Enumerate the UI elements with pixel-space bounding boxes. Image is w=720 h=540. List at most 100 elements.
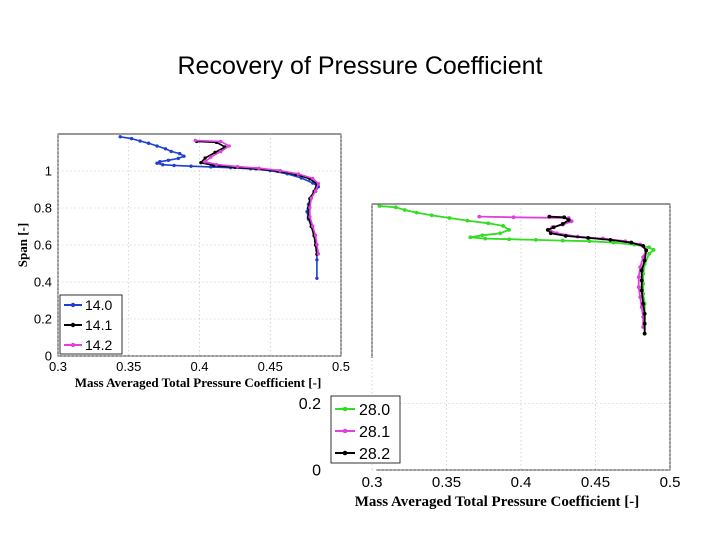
data-point-14-2 [311, 224, 315, 228]
data-point-28-0 [501, 224, 506, 228]
data-point-28-2 [642, 321, 647, 326]
data-point-28-1 [641, 255, 646, 260]
data-point-28-0 [483, 236, 488, 241]
data-point-28-1 [638, 265, 643, 270]
y-tick-label-0: 0 [312, 463, 321, 480]
x-tick-label-0-35: 0.35 [432, 474, 461, 491]
x-tick-label-0-3: 0.3 [49, 359, 67, 374]
data-point-28-2 [642, 311, 647, 316]
data-point-28-0 [534, 238, 538, 242]
data-point-28-0 [498, 231, 503, 236]
data-point-28-0 [486, 221, 491, 226]
chart-2: 0.3 0.35 0.4 0.45 0.5 0 0.2 Mass Averaged Tota… [299, 203, 681, 510]
legend-label-28-2: 28.2 [359, 446, 390, 463]
chart-1-grid [57, 134, 342, 357]
data-point-28-2 [551, 225, 556, 230]
data-point-14-0 [315, 258, 319, 262]
data-point-14-2 [278, 168, 282, 173]
data-point-28-2 [562, 215, 567, 220]
y-tick-label-0-2: 0.2 [299, 396, 321, 413]
legend-marker-14-0 [70, 302, 76, 308]
x-tick-label-0-5: 0.5 [660, 474, 681, 491]
data-point-14-0 [163, 147, 168, 151]
data-point-28-2 [639, 268, 644, 273]
data-point-14-0 [176, 156, 180, 161]
data-point-28-2 [547, 214, 552, 219]
data-point-28-1 [569, 219, 574, 224]
x-tick-label-0-4: 0.4 [511, 474, 532, 491]
data-point-28-2 [545, 228, 550, 232]
data-point-28-0 [611, 240, 616, 245]
data-point-28-2 [560, 222, 565, 226]
legend-label-28-1: 28.1 [359, 424, 390, 441]
chart-1-legend: 14.0 14.1 14.2 [59, 294, 123, 355]
chart-2-x-axis-title: Mass Averaged Total Pressure Coefficient… [355, 494, 640, 510]
data-point-28-1 [636, 275, 641, 280]
data-point-28-1 [638, 295, 643, 299]
data-point-14-0 [155, 144, 159, 148]
slide-title: Recovery of Pressure Coefficient [177, 52, 543, 80]
data-point-28-0 [465, 218, 470, 223]
data-point-28-2 [563, 234, 568, 238]
data-point-14-2 [219, 139, 223, 144]
data-point-28-2 [586, 236, 590, 240]
legend-marker-28-0 [342, 406, 348, 412]
y-tick-label-0-6: 0.6 [34, 238, 52, 253]
data-point-28-2 [566, 218, 571, 222]
data-point-14-2 [316, 252, 321, 256]
data-point-28-0 [507, 237, 511, 242]
legend-label-14-1: 14.1 [85, 317, 112, 333]
data-point-28-0 [651, 247, 656, 252]
data-point-28-2 [608, 238, 613, 242]
data-point-28-1 [477, 214, 482, 219]
data-point-28-0 [393, 205, 398, 210]
chart-1-series [118, 135, 321, 280]
y-tick-label-1: 1 [45, 164, 52, 179]
x-tick-label-0-45: 0.45 [258, 359, 283, 374]
data-point-28-2 [548, 231, 553, 236]
legend-marker-14-2 [70, 342, 76, 348]
data-point-14-1 [203, 156, 207, 160]
data-point-14-2 [193, 138, 197, 143]
data-point-14-0 [315, 276, 319, 280]
data-point-14-0 [182, 154, 186, 158]
x-tick-label-0-35: 0.35 [116, 359, 141, 374]
data-point-28-0 [447, 216, 452, 220]
data-point-28-0 [377, 204, 382, 208]
data-point-28-0 [429, 213, 434, 218]
data-point-14-0 [118, 135, 122, 139]
legend-label-14-0: 14.0 [85, 297, 112, 313]
data-point-14-2 [219, 149, 223, 154]
legend-marker-14-1 [70, 322, 76, 328]
data-point-28-0 [560, 238, 565, 243]
data-point-14-2 [311, 176, 315, 181]
series-28-2 [545, 214, 649, 336]
data-point-14-2 [316, 181, 321, 186]
y-tick-label-0: 0 [45, 349, 52, 364]
series-14-2 [193, 138, 321, 256]
chart-1: 0.3 0.35 0.4 0.45 0.5 0 0.2 0.4 0.6 0.8 1 Mass Ave… [15, 133, 350, 390]
data-point-14-0 [209, 165, 213, 169]
legend-label-28-0: 28.0 [359, 402, 390, 419]
data-point-14-2 [308, 215, 312, 219]
data-point-14-2 [313, 189, 318, 193]
data-point-28-2 [641, 243, 646, 248]
chart-2-ticks: 0.3 0.35 0.4 0.45 0.5 0 0.2 [299, 396, 681, 491]
legend-label-14-2: 14.2 [85, 337, 112, 353]
data-point-14-2 [308, 205, 312, 210]
data-point-14-0 [169, 149, 173, 154]
data-point-28-0 [414, 210, 419, 215]
data-point-28-0 [402, 208, 407, 212]
data-point-14-0 [138, 139, 142, 143]
chart-2-grid [371, 204, 671, 471]
data-point-28-0 [480, 233, 485, 238]
data-point-28-2 [639, 278, 644, 283]
data-point-28-1 [639, 305, 644, 309]
data-point-14-2 [203, 160, 207, 164]
data-point-14-2 [296, 172, 301, 176]
data-point-14-0 [166, 158, 171, 162]
data-point-14-0 [155, 161, 159, 165]
chart-2-legend-box [330, 395, 401, 464]
chart-1-y-axis-title: Span [-] [15, 223, 30, 267]
